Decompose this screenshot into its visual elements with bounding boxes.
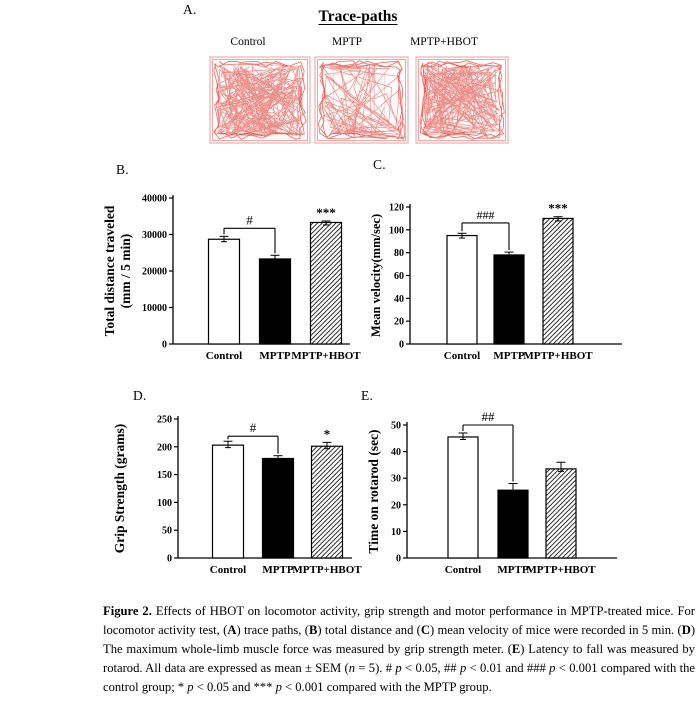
svg-text:150: 150 [157, 470, 172, 481]
svg-text:60: 60 [394, 271, 404, 282]
svg-text:0: 0 [399, 340, 404, 351]
svg-text:50: 50 [391, 421, 401, 432]
chart-total-distance: 0 10000 20000 30000 40000 Control MPTP MPTP+HBO… [102, 194, 361, 363]
svg-text:20000: 20000 [142, 267, 167, 278]
svg-text:Total distance traveled: Total distance traveled [102, 205, 117, 336]
svg-text:0: 0 [162, 340, 167, 351]
svg-text:***: *** [316, 205, 336, 220]
svg-text:120: 120 [389, 203, 404, 214]
svg-text:200: 200 [157, 442, 172, 453]
svg-text:Time on rotarod (sec): Time on rotarod (sec) [366, 429, 381, 553]
panel-b-label: B. [116, 162, 129, 177]
svg-text:***: *** [548, 201, 568, 216]
svg-text:30: 30 [391, 474, 401, 485]
svg-text:MPTP: MPTP [493, 350, 524, 362]
svg-text:#: # [246, 212, 253, 227]
svg-text:MPTP+HBOT: MPTP+HBOT [526, 564, 596, 576]
svg-text:Control: Control [206, 350, 242, 362]
svg-text:MPTP+HBOT: MPTP+HBOT [292, 564, 362, 576]
svg-text:MPTP+HBOT: MPTP+HBOT [291, 350, 361, 362]
trace-paths-plots [209, 56, 509, 144]
svg-text:0: 0 [396, 554, 401, 565]
svg-text:##: ## [482, 409, 496, 424]
svg-text:Control: Control [210, 564, 246, 576]
svg-text:40: 40 [391, 447, 401, 458]
svg-text:20: 20 [394, 317, 404, 328]
svg-text:Mean velocity(mm/sec): Mean velocity(mm/sec) [369, 214, 383, 337]
svg-text:Control: Control [445, 564, 481, 576]
svg-text:###: ### [477, 208, 495, 222]
panel-c-label: C. [373, 157, 386, 172]
svg-text:20: 20 [391, 500, 401, 511]
trace-paths-title: Trace-paths [318, 8, 398, 25]
svg-text:(mm / 5 min): (mm / 5 min) [118, 234, 133, 309]
svg-text:40: 40 [394, 294, 404, 305]
svg-text:MPTP: MPTP [262, 564, 293, 576]
svg-text:100: 100 [157, 498, 172, 509]
trace-group-label-control: Control [230, 36, 266, 48]
trace-group-label-mptp-hbot: MPTP+HBOT [410, 36, 478, 48]
svg-text:100: 100 [389, 225, 404, 236]
svg-text:*: * [324, 426, 331, 441]
svg-text:0: 0 [167, 554, 172, 565]
svg-text:#: # [250, 420, 257, 435]
svg-text:MPTP+HBOT: MPTP+HBOT [523, 350, 593, 362]
svg-text:50: 50 [162, 526, 172, 537]
svg-text:MPTP: MPTP [259, 350, 290, 362]
svg-text:Grip Strength (grams): Grip Strength (grams) [112, 424, 127, 554]
panel-a-label: A. [183, 2, 197, 17]
svg-text:250: 250 [157, 415, 172, 426]
figure-caption: Figure 2. Effects of HBOT on locomotor a… [103, 604, 696, 694]
panel-d-label: D. [133, 388, 147, 403]
panel-e-label: E. [361, 388, 374, 403]
svg-text:40000: 40000 [142, 194, 167, 205]
svg-text:10: 10 [391, 527, 401, 538]
trace-group-label-mptp: MPTP [331, 36, 363, 48]
svg-text:Control: Control [444, 350, 480, 362]
svg-text:30000: 30000 [142, 230, 167, 241]
svg-text:10000: 10000 [142, 303, 167, 314]
svg-text:80: 80 [394, 248, 404, 259]
svg-text:MPTP: MPTP [497, 564, 528, 576]
